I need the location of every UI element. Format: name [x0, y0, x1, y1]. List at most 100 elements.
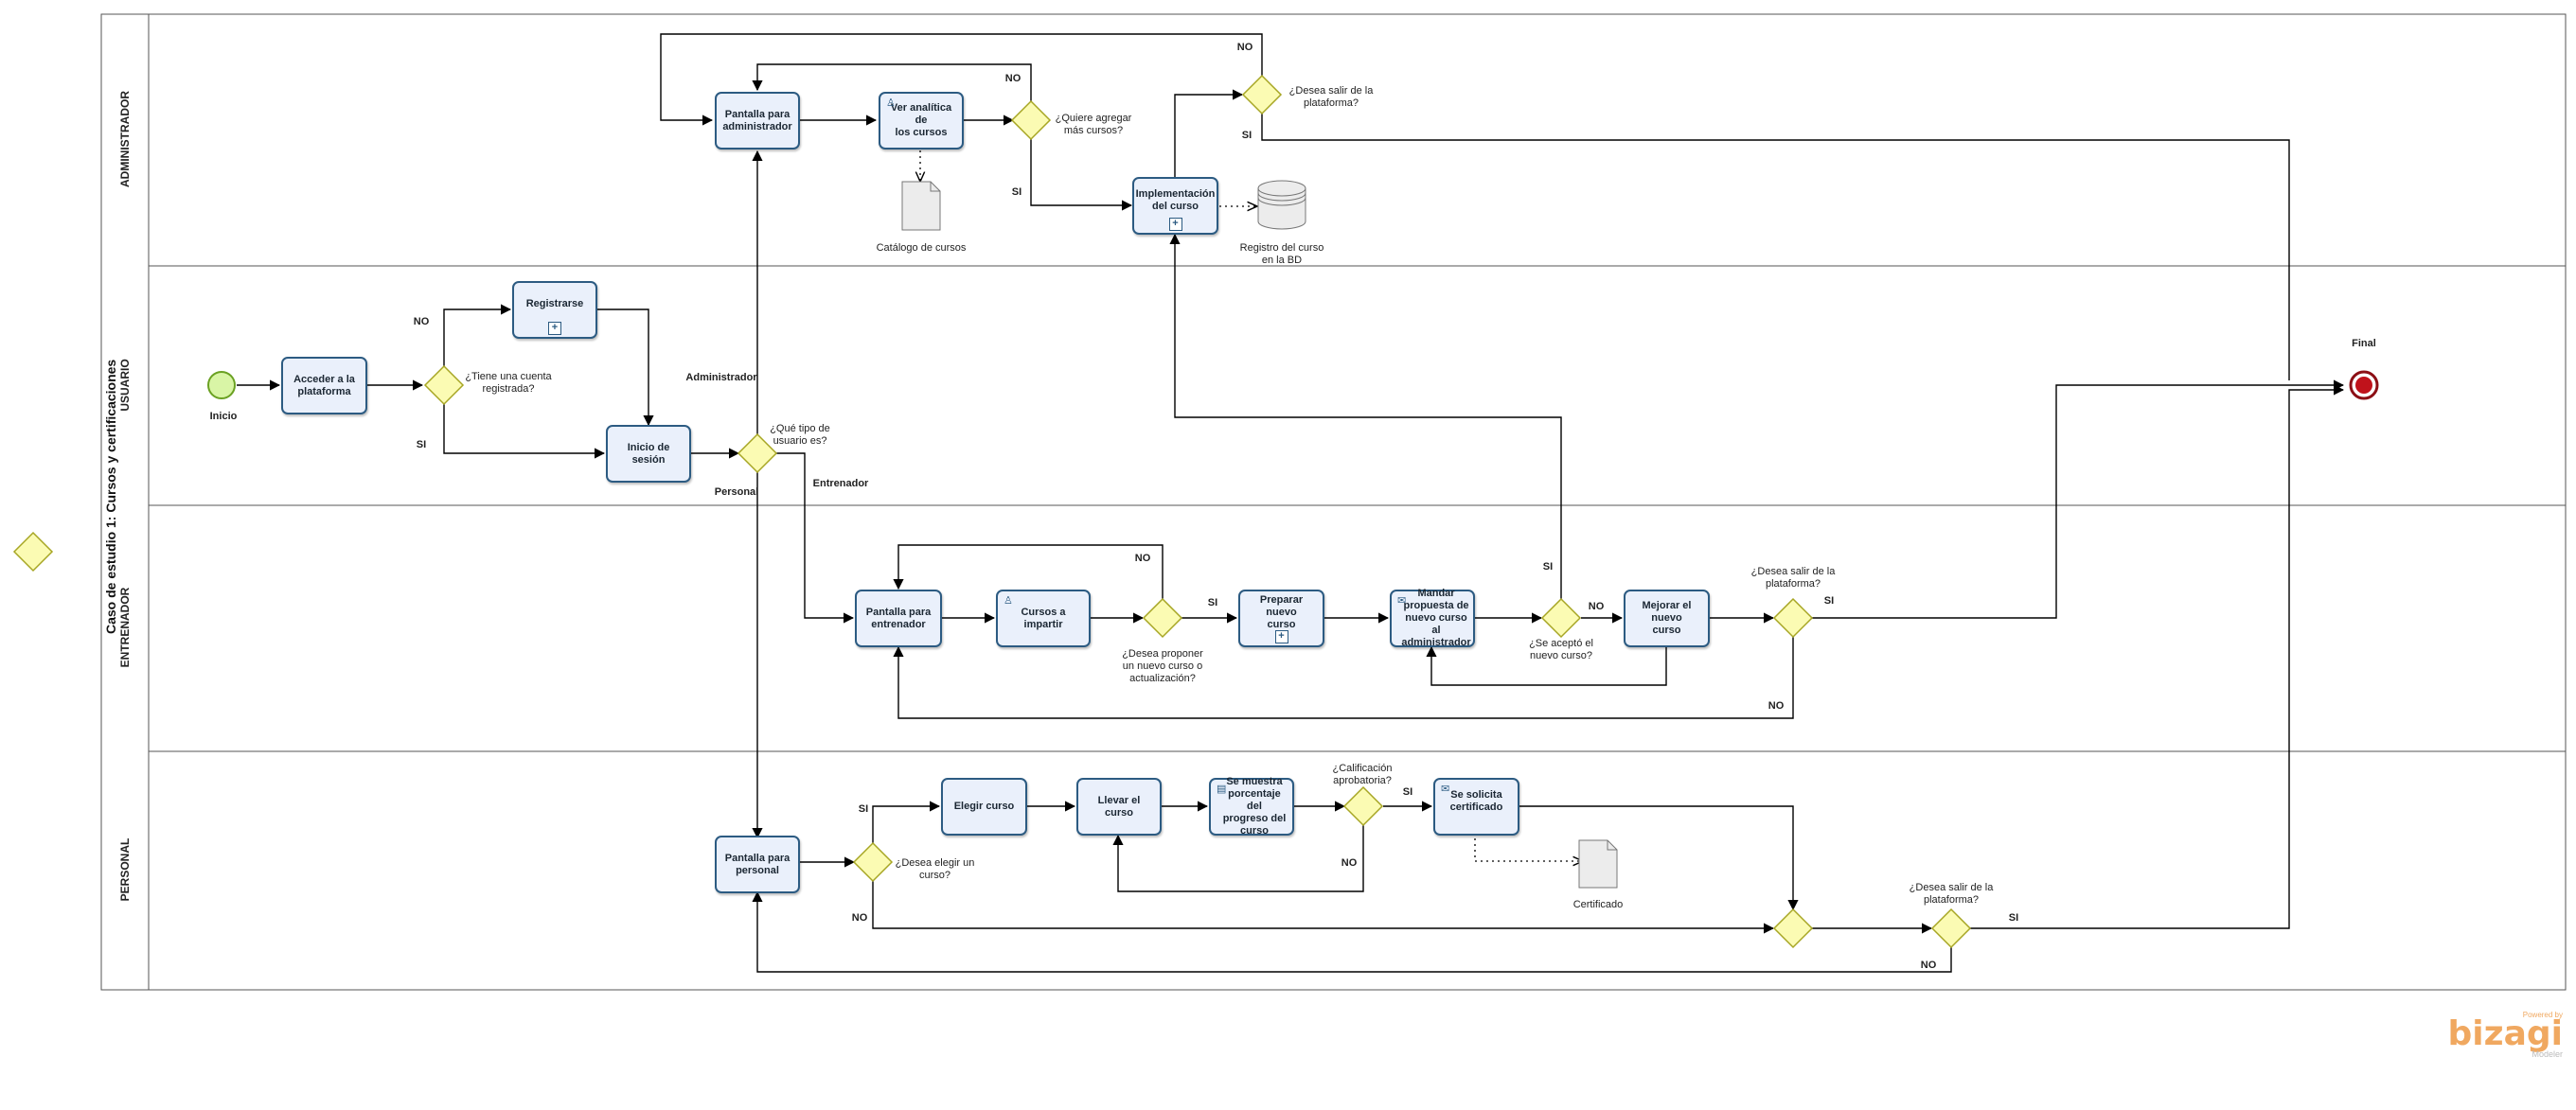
gateway-label-has-account: ¿Tiene una cuenta registrada?: [465, 371, 552, 395]
pool-title: Caso de estudio 1: Cursos y certificacio…: [103, 359, 118, 634]
lane-administrador: ADMINISTRADOR: [118, 91, 132, 187]
task-label: Implementación del curso: [1135, 187, 1216, 212]
powered-by-text: Powered by: [2522, 1011, 2563, 1019]
flow-label-si: SI: [2008, 912, 2019, 924]
task-access[interactable]: Acceder a la plataforma: [281, 357, 367, 414]
flow-label-entrenador: Entrenador: [812, 478, 869, 489]
task-personal-screen[interactable]: Pantalla para personal: [715, 836, 800, 893]
flow-label-no: NO: [1768, 700, 1785, 712]
catalog-document-icon: [901, 181, 941, 231]
brand-product: Modeler: [2532, 1049, 2563, 1059]
gateway-choose: [852, 841, 894, 883]
flow-label-administrador: Administrador: [685, 372, 757, 383]
end-event-core: [2355, 377, 2372, 394]
task-login[interactable]: Inicio de sesión: [606, 425, 691, 483]
gateway-propose: [1142, 597, 1183, 639]
subprocess-plus-icon: +: [1168, 218, 1182, 231]
gateway-label-accepted: ¿Se aceptó el nuevo curso?: [1529, 638, 1593, 661]
gateway-add-courses: [1010, 99, 1052, 141]
user-icon: ♙: [886, 97, 896, 109]
gateway-label-user-type: ¿Qué tipo de usuario es?: [770, 423, 830, 447]
task-show-progress[interactable]: ▤ Se muestra porcentaje del progreso del …: [1209, 776, 1294, 837]
gateway-label-admin-exit: ¿Desea salir de la plataforma?: [1288, 85, 1374, 109]
gateway-shape: [12, 531, 54, 573]
task-label: Se muestra porcentaje del progreso del c…: [1222, 776, 1287, 837]
task-label: Pantalla para administrador: [722, 108, 792, 132]
bizagi-logo: Powered by bizagi Modeler: [2448, 1011, 2563, 1059]
task-label: Ver analítica de los cursos: [890, 102, 952, 138]
gateway-label-passing: ¿Calificación aprobatoria?: [1332, 763, 1393, 786]
task-send-proposal[interactable]: ✉ Mandar propuesta de nuevo curso al admi…: [1390, 588, 1475, 648]
lane-usuario: USUARIO: [118, 359, 132, 412]
task-improve[interactable]: Mejorar el nuevo curso: [1624, 590, 1710, 647]
flow-label-no: NO: [1341, 857, 1358, 869]
task-label: Inicio de sesión: [627, 441, 670, 466]
task-request-cert[interactable]: ✉ Se solicita certificado: [1433, 778, 1519, 836]
task-label: Elegir curso: [953, 801, 1015, 812]
task-choose-course[interactable]: Elegir curso: [941, 778, 1027, 836]
gateway-label-add-courses: ¿Quiere agregar más cursos?: [1055, 113, 1132, 136]
task-admin-screen[interactable]: Pantalla para administrador: [715, 92, 800, 150]
flow-label-si: SI: [416, 439, 427, 450]
task-label: Se solicita certificado: [1449, 788, 1503, 813]
task-label: Mejorar el nuevo curso: [1642, 600, 1692, 636]
task-label: Pantalla para entrenador: [865, 606, 932, 630]
flow-label-no: NO: [1920, 960, 1937, 971]
flow-label-no: NO: [413, 316, 430, 327]
gateway-label-propose: ¿Desea proponer un nuevo curso o actuali…: [1122, 648, 1203, 684]
gateway-label-choose: ¿Desea elegir un curso?: [895, 857, 975, 881]
envelope-icon: ✉: [1441, 784, 1450, 795]
user-icon: ♙: [1004, 595, 1013, 607]
task-prepare[interactable]: Preparar nuevo curso +: [1238, 590, 1324, 647]
flow-label-si: SI: [1207, 597, 1218, 608]
lane-entrenador: ENTRENADOR: [118, 587, 132, 668]
task-courses-teach[interactable]: ♙ Cursos a impartir: [996, 590, 1091, 647]
flow-label-personal: Personal: [714, 486, 759, 498]
task-implementation[interactable]: Implementación del curso +: [1132, 177, 1218, 235]
task-label: Cursos a impartir: [1021, 606, 1066, 630]
task-label: Registrarse: [525, 298, 584, 309]
certificate-document-icon: [1578, 839, 1618, 889]
brand-name: bizagi: [2447, 1014, 2563, 1053]
pool: [100, 13, 2567, 991]
flow-label-no: NO: [1134, 553, 1151, 564]
flow-label-no: NO: [851, 912, 868, 924]
certificate-label: Certificado: [1572, 899, 1624, 910]
task-take-course[interactable]: Llevar el curso: [1076, 778, 1162, 836]
sequence-flows: [237, 33, 2345, 973]
gateway-passing: [1342, 785, 1384, 827]
gateway-trainer-exit: [1772, 597, 1814, 639]
data-objects: [901, 181, 1618, 889]
database-icon: [1257, 180, 1306, 230]
task-trainer-screen[interactable]: Pantalla para entrenador: [855, 590, 942, 647]
flow-label-si: SI: [1241, 130, 1252, 141]
task-register[interactable]: Registrarse +: [512, 281, 597, 339]
gateway-user-type: [737, 432, 778, 474]
flow-label-no: NO: [1236, 42, 1253, 53]
subprocess-plus-icon: +: [1274, 630, 1288, 643]
task-analytics[interactable]: ♙ Ver analítica de los cursos: [879, 92, 964, 150]
flow-label-no: NO: [1588, 601, 1605, 612]
flow-label-si: SI: [1542, 561, 1554, 573]
gateway-has-account: [423, 364, 465, 406]
flow-label-si: SI: [1823, 595, 1835, 607]
task-label: Pantalla para personal: [724, 852, 791, 876]
task-label: Preparar nuevo curso: [1259, 594, 1304, 630]
task-label: Acceder a la plataforma: [293, 373, 355, 397]
flow-label-no: NO: [1004, 73, 1022, 84]
gateway-label-trainer-exit: ¿Desea salir de la plataforma?: [1750, 566, 1836, 590]
flow-label-si: SI: [1402, 786, 1413, 798]
envelope-icon: ✉: [1397, 595, 1407, 607]
start-label: Inicio: [209, 411, 238, 422]
gateways: [423, 74, 1972, 949]
db-label: Registro del curso en la BD: [1239, 242, 1324, 266]
end-label: Final: [2352, 338, 2376, 349]
flow-label-si: SI: [1011, 186, 1022, 198]
gateway-admin-exit: [1241, 74, 1283, 115]
lane-personal: PERSONAL: [118, 837, 132, 902]
catalog-label: Catálogo de cursos: [876, 242, 967, 254]
gateway-merge: [1772, 907, 1814, 949]
gateway-personal-exit: [1930, 907, 1972, 949]
gateway-accepted: [1540, 597, 1582, 639]
